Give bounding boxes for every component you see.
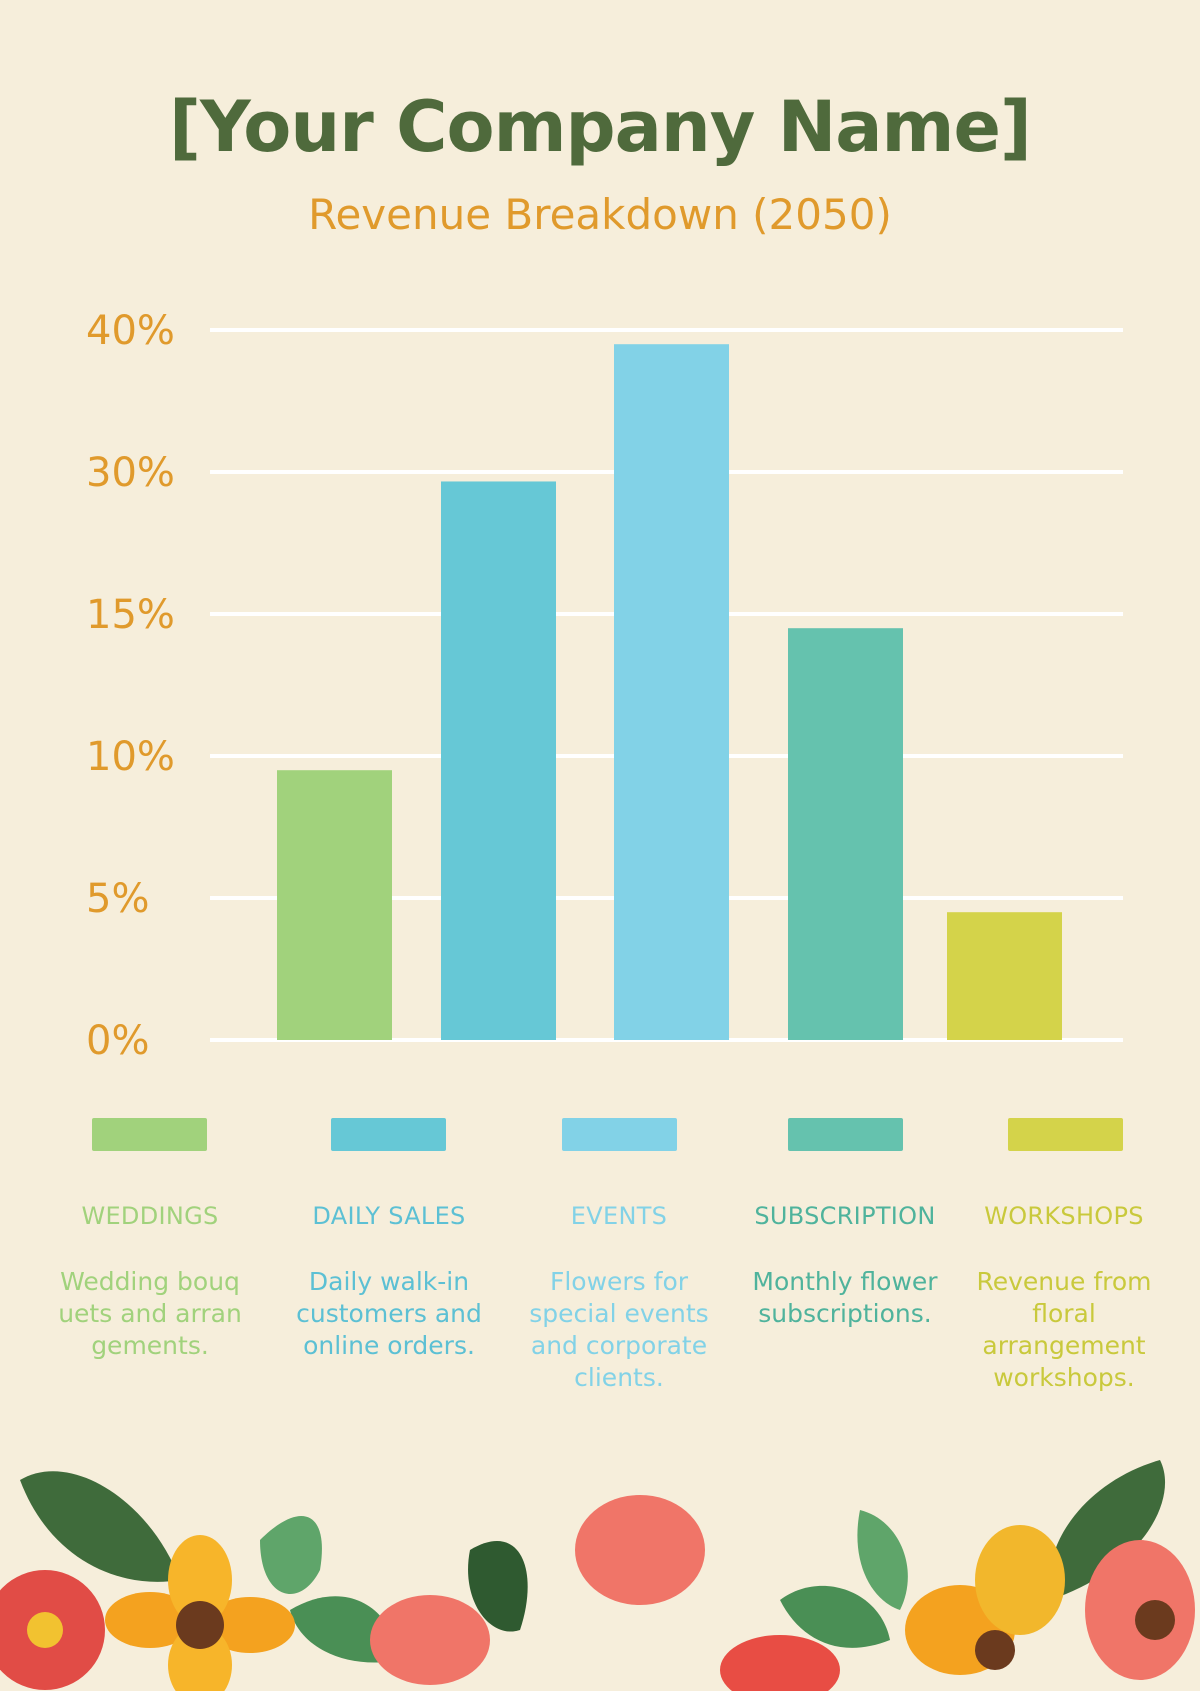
bar-workshops (947, 912, 1062, 1040)
chart-subtitle: Revenue Breakdown (2050) (308, 190, 892, 239)
bar-daily-sales (441, 481, 556, 1040)
y-tick-label: 0% (86, 1018, 149, 1064)
y-tick-label: 40% (86, 308, 175, 354)
legend-swatch (92, 1118, 207, 1151)
legend-swatch (788, 1118, 903, 1151)
legend-description: Wedding bouq uets and arran gements. (58, 1267, 242, 1360)
red-flower-illustration (0, 1570, 105, 1690)
leaf-illustration-right (780, 1460, 1166, 1648)
legend-description: Monthly flower subscriptions. (752, 1267, 938, 1328)
page-title: [Your Company Name] (169, 86, 1032, 168)
pink-flower-illustration (370, 1495, 1195, 1691)
legend-label: DAILY SALES (312, 1202, 466, 1230)
legend-description: Revenue from floral arrangement workshop… (976, 1267, 1152, 1392)
floral-decoration (0, 1460, 1195, 1691)
legend-description: Flowers for special events and corporate… (529, 1267, 709, 1392)
bar-subscription (788, 628, 903, 1040)
bar-events (614, 344, 729, 1040)
bar-weddings (277, 770, 392, 1040)
bar-chart: 0% 5% 10% 15% 30% 40% (86, 308, 1123, 1064)
yellow-flower-illustration (105, 1535, 295, 1691)
legend-swatch (331, 1118, 446, 1151)
y-tick-label: 30% (86, 450, 175, 496)
legend-swatch (1008, 1118, 1123, 1151)
legend-label: SUBSCRIPTION (754, 1202, 936, 1230)
legend-description: Daily walk-in customers and online order… (296, 1267, 482, 1360)
legend-label: EVENTS (570, 1202, 668, 1230)
leaf-illustration-left (20, 1471, 528, 1663)
y-tick-label: 15% (86, 592, 175, 638)
legend-label: WEDDINGS (81, 1202, 219, 1230)
y-tick-label: 10% (86, 734, 175, 780)
legend-label: WORKSHOPS (984, 1202, 1144, 1230)
yellow-flower-illustration-right (905, 1525, 1065, 1675)
legend-swatch (562, 1118, 677, 1151)
y-tick-label: 5% (86, 876, 149, 922)
